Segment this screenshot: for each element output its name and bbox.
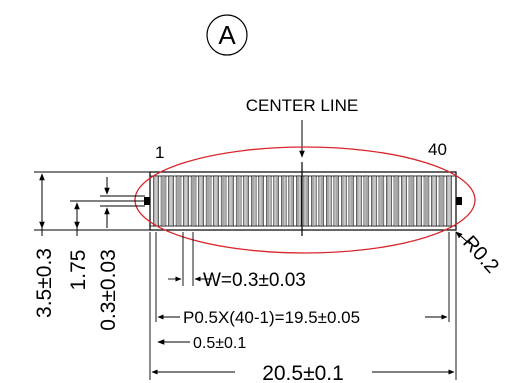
detail-ellipse: [134, 146, 476, 254]
pin: [393, 175, 400, 227]
pin: [183, 175, 189, 227]
height-mid-label: 1.75: [67, 250, 90, 291]
radius-label: R0.2: [458, 232, 503, 278]
detail-circle: [206, 14, 248, 56]
pin: [190, 175, 197, 227]
length-label: 20.5±0.1: [262, 362, 344, 383]
pitch-label: P0.5X(40-1)=19.5±0.05: [183, 308, 360, 327]
pin: [175, 175, 182, 227]
width-pin-dimension: [168, 232, 212, 286]
left-extension-lines: [34, 171, 150, 231]
pin: [198, 175, 204, 227]
pin: [333, 175, 340, 227]
pin: [311, 175, 317, 227]
pin: [205, 175, 212, 227]
pin: [265, 175, 272, 227]
pitch-dimension: [155, 232, 450, 322]
pin: [341, 175, 347, 227]
pin: [281, 175, 287, 227]
pin: [258, 175, 264, 227]
pin: [250, 175, 257, 227]
pin: [326, 175, 332, 227]
pin: [348, 175, 355, 227]
edge-label: 0.5±0.1: [193, 335, 246, 352]
pin: [243, 175, 249, 227]
pin-last-label: 40: [428, 140, 447, 159]
pin-array: [153, 175, 452, 227]
pin: [386, 175, 392, 227]
radius-leader: [455, 231, 471, 245]
height-total-label: 3.5±0.3: [33, 248, 56, 318]
pin: [168, 175, 174, 227]
thickness-label: 0.3±0.03: [97, 249, 120, 331]
pin: [408, 175, 415, 227]
right-tab: [456, 197, 462, 205]
pin: [363, 175, 370, 227]
pin: [288, 175, 294, 227]
pin: [296, 175, 302, 227]
pin: [401, 175, 407, 227]
pin: [318, 175, 324, 227]
pin: [303, 175, 309, 227]
pin: [416, 175, 422, 227]
pin-first-label: 1: [155, 143, 164, 162]
left-tab: [144, 197, 150, 205]
pin: [438, 175, 445, 227]
pin: [273, 175, 279, 227]
pin: [356, 175, 362, 227]
pin: [213, 175, 219, 227]
pin: [371, 175, 377, 227]
pin: [220, 175, 227, 227]
length-dimension: [149, 232, 457, 380]
center-line-label: CENTER LINE: [246, 96, 358, 115]
pin: [423, 175, 430, 227]
pin: [378, 175, 385, 227]
pin: [446, 175, 452, 227]
pin: [431, 175, 437, 227]
detail-label: A: [218, 20, 236, 50]
width-pin-label: W=0.3±0.03: [203, 270, 306, 291]
pin: [235, 175, 242, 227]
pin: [228, 175, 234, 227]
pin: [160, 175, 167, 227]
detail-callout: A: [206, 14, 248, 56]
